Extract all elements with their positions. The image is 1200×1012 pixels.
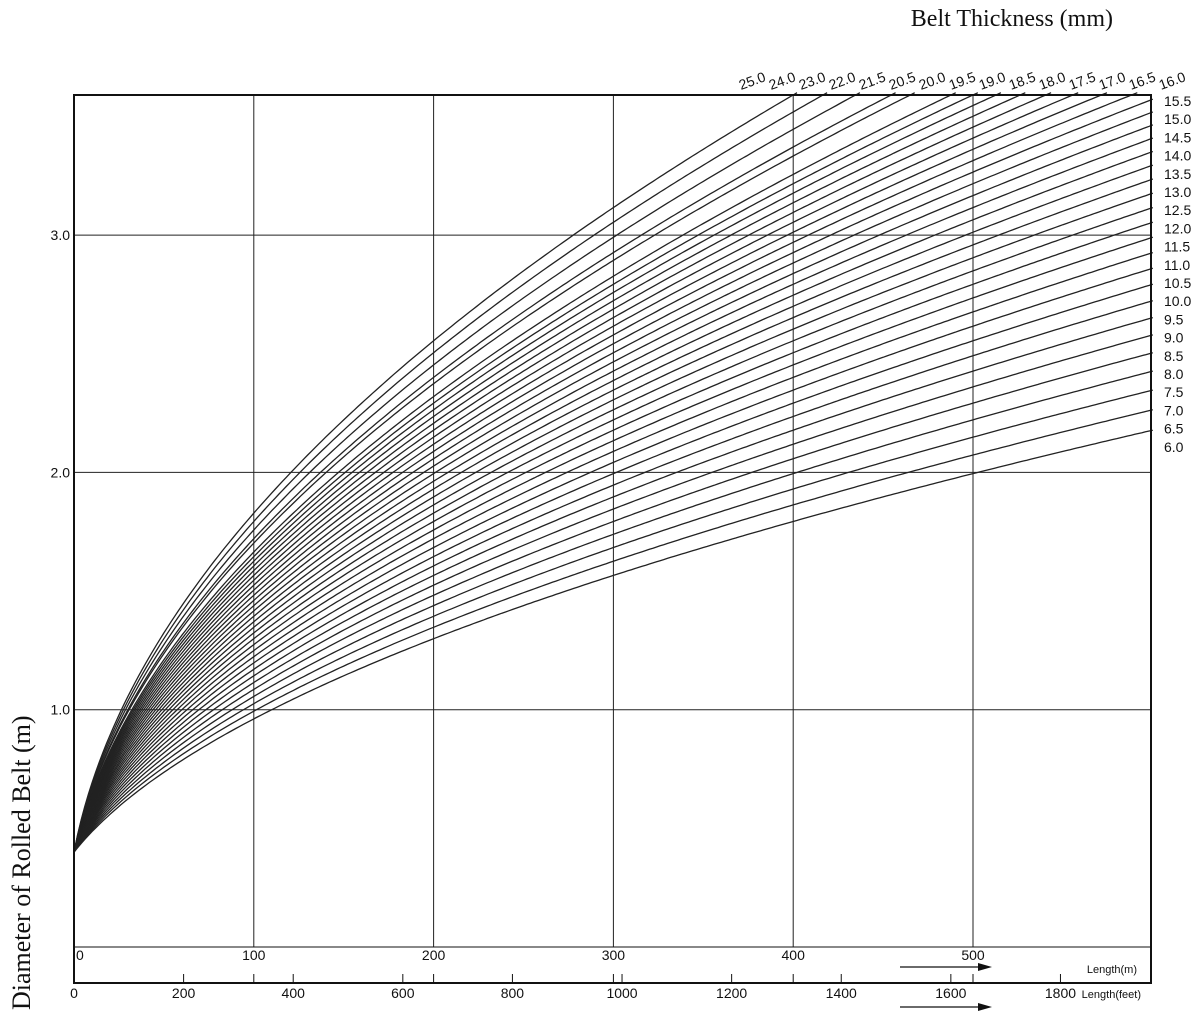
series-top-label: 19.5 (947, 68, 978, 92)
series-curve (73, 92, 896, 853)
feet-tick-label: 1800 (1045, 985, 1076, 1001)
tick-labels: 0 100 200 300 400 500 0 200 400 600 800 1000 1200 140… (51, 227, 1077, 1001)
series-top-label: 20.0 (917, 68, 948, 92)
series-right-label: 7.0 (1164, 402, 1184, 418)
series-right-label: 12.0 (1164, 220, 1191, 236)
series-top-label: 18.0 (1037, 68, 1068, 92)
chart-title: Belt Thickness (mm) (911, 6, 1113, 32)
series-curve (73, 370, 1153, 853)
series-curve (73, 352, 1153, 853)
y-tick-label: 1.0 (51, 702, 71, 718)
series-top-label: 25.0 (737, 68, 768, 92)
series-curve (73, 92, 957, 853)
series-right-label: 7.5 (1164, 384, 1184, 400)
series-top-label: 16.5 (1127, 68, 1158, 92)
series-right-label: 10.0 (1164, 293, 1191, 309)
x-tick-label: 100 (242, 947, 266, 963)
series-curve (73, 192, 1154, 853)
series-curve (73, 300, 1153, 853)
series-top-label: 22.0 (827, 68, 858, 92)
series-curve (73, 409, 1153, 853)
series-curve (73, 267, 1154, 853)
series-right-label: 15.5 (1164, 93, 1191, 109)
series-curve (73, 98, 1154, 853)
plot-frame (73, 94, 1152, 984)
series-curve (73, 111, 1154, 853)
series-right-label: 10.5 (1164, 275, 1191, 291)
series-top-label: 19.0 (977, 68, 1008, 92)
series-top-label: 17.0 (1097, 68, 1128, 92)
series-curve (73, 124, 1154, 853)
series-top-label: 16.0 (1157, 68, 1188, 92)
series-right-label: 8.0 (1164, 366, 1184, 382)
feet-tick-label: 1400 (826, 985, 857, 1001)
series-curves (73, 92, 1154, 853)
series-top-label: 18.5 (1007, 68, 1038, 92)
series-right-label: 6.5 (1164, 421, 1184, 437)
x-axis-label-meters: Length(m) (1087, 964, 1137, 976)
series-right-label: 11.0 (1164, 257, 1190, 273)
y-tick-label: 2.0 (51, 464, 71, 480)
series-right-label: 13.0 (1164, 184, 1191, 200)
series-top-label: 20.5 (887, 68, 918, 92)
feet-tick-label: 400 (282, 985, 306, 1001)
series-curve (73, 92, 979, 853)
x-tick-label: 200 (422, 947, 446, 963)
feet-tick-label: 600 (391, 985, 415, 1001)
series-curve (73, 236, 1153, 853)
series-curve (73, 283, 1153, 853)
series-top-label: 24.0 (767, 68, 798, 92)
series-curve (73, 334, 1153, 853)
series-curve (73, 206, 1154, 853)
series-curve (73, 92, 1052, 853)
series-curve (73, 92, 1138, 853)
meters-arrow (900, 963, 992, 971)
series-curve (73, 316, 1153, 853)
series-curve (73, 92, 798, 853)
series-curve (73, 92, 1079, 853)
series-curve (73, 92, 828, 853)
series-right-label: 8.5 (1164, 348, 1184, 364)
feet-tick-label: 1200 (716, 985, 747, 1001)
feet-arrow (900, 1003, 992, 1011)
series-right-label: 9.0 (1164, 330, 1184, 346)
feet-tick-label: 200 (172, 985, 196, 1001)
series-curve (73, 92, 916, 853)
feet-tick-label: 0 (70, 985, 78, 1001)
series-curve (73, 178, 1154, 853)
y-axis-label: Diameter of Rolled Belt (m) (7, 715, 36, 1010)
x-tick-label: 300 (602, 947, 626, 963)
series-right-label: 14.0 (1164, 148, 1191, 164)
series-curve (73, 92, 1026, 853)
feet-tick-label: 800 (501, 985, 525, 1001)
series-right-label: 12.5 (1164, 202, 1191, 218)
series-curve (73, 150, 1154, 853)
series-curve (73, 92, 1002, 853)
series-top-label: 21.5 (857, 68, 888, 92)
series-curve (73, 429, 1153, 853)
series-curve (73, 92, 1108, 853)
x-tick-label: 0 (76, 947, 84, 963)
x-axis-label-feet: Length(feet) (1082, 989, 1141, 1001)
series-right-label: 11.5 (1164, 239, 1190, 255)
series-right-label: 9.5 (1164, 311, 1184, 327)
series-right-label: 15.0 (1164, 111, 1191, 127)
series-curve (73, 92, 861, 853)
series-curve (73, 137, 1154, 853)
feet-tick-label: 1600 (935, 985, 966, 1001)
series-top-label: 23.0 (797, 68, 828, 92)
series-right-label: 14.5 (1164, 129, 1191, 145)
series-right-label: 13.5 (1164, 166, 1191, 182)
feet-tick-label: 1000 (606, 985, 637, 1001)
series-top-label: 17.5 (1067, 68, 1098, 92)
series-curve (73, 221, 1154, 853)
series-curve (73, 164, 1154, 853)
series-right-label: 6.0 (1164, 439, 1184, 455)
x-tick-label: 400 (782, 947, 806, 963)
series-curve (73, 389, 1153, 853)
y-tick-label: 3.0 (51, 227, 71, 243)
series-curve (73, 251, 1153, 853)
x-tick-label: 500 (961, 947, 985, 963)
